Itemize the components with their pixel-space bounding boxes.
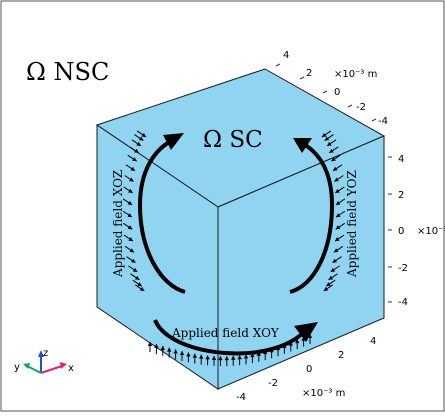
left-field-arrow: [132, 279, 143, 287]
field-xoz-curve: [137, 137, 186, 294]
left-field-arrow: [134, 134, 144, 141]
outer-region-label: Ω NSC: [26, 58, 109, 86]
right-field-arrow: [334, 175, 344, 182]
field-xoy-curve: [153, 319, 306, 356]
left-field-arrow: [127, 154, 137, 162]
bottom-field-arrow: [154, 343, 159, 354]
bottom-field-arrow: [186, 352, 191, 363]
cube-right-face: [217, 135, 385, 390]
left-field-arrow: [130, 273, 140, 281]
triad-z-label: z: [43, 348, 48, 359]
field-xoy-arrowhead: [294, 322, 318, 342]
bottom-field-arrow: [243, 354, 249, 365]
bottom-field-arrow: [205, 355, 210, 366]
triad-x-arrowhead: [60, 362, 67, 369]
triad-y-axis: [26, 365, 42, 374]
right-field-arrow: [330, 265, 340, 273]
right-field-arrow: [335, 186, 345, 194]
left-field-arrow: [123, 222, 133, 230]
bottom-field-arrow: [192, 353, 197, 364]
right-field-arrow: [332, 164, 343, 172]
right-field-arrow: [328, 273, 338, 281]
bottom-field-arrow: [147, 342, 153, 352]
triad-y-label: y: [14, 362, 20, 373]
left-field-arrow: [122, 210, 133, 218]
right-field-arrow: [323, 284, 333, 292]
field-label-xoy: Applied field XOY: [171, 326, 280, 340]
bottom-field-arrow: [237, 355, 242, 366]
triad-z-arrowhead: [38, 350, 44, 357]
left-field-arrow: [129, 146, 139, 154]
right-field-arrow: [335, 210, 346, 218]
axis-tick-marks: [275, 63, 392, 303]
bottom-axis-unit: ×10⁻³ m: [302, 388, 345, 399]
left-field-arrow: [124, 245, 135, 253]
field-label-xoz: Applied field XOZ: [111, 170, 125, 278]
inner-region-label: Ω SC: [203, 127, 263, 153]
top-axis-tick-0: 0: [334, 87, 340, 98]
right-field-arrow: [324, 134, 334, 141]
right-axis-tick-4: 4: [398, 154, 404, 165]
bottom-axis-tick-2: 2: [338, 350, 344, 361]
left-field-arrow: [122, 198, 133, 206]
bottom-field-arrow: [231, 355, 236, 366]
left-field-arrow: [131, 139, 142, 147]
right-field-arrow: [334, 234, 345, 242]
left-field-arrow: [123, 234, 134, 242]
top-axis-tick-m2: -2: [356, 102, 366, 113]
top-axis-tick-m4: -4: [378, 116, 388, 127]
right-field-arrow: [326, 139, 337, 147]
left-field-arrow: [124, 175, 134, 182]
bottom-axis-tick-m2: -2: [268, 378, 278, 389]
top-axis-unit: ×10⁻³ m: [334, 69, 377, 80]
right-field-arrow: [333, 245, 344, 253]
left-field-arrow: [135, 284, 145, 292]
left-face-field-arrows: [122, 130, 147, 292]
right-field-arrow: [335, 222, 345, 230]
triad-y-arrowhead: [23, 363, 30, 369]
bottom-edge-field-arrows: [147, 334, 313, 367]
bottom-field-arrow: [295, 339, 300, 350]
bottom-field-arrow: [224, 356, 229, 367]
top-axis-tick-4: 4: [283, 50, 289, 61]
bottom-field-arrow: [173, 349, 178, 360]
left-field-arrow: [126, 256, 136, 264]
left-field-arrow: [123, 186, 133, 194]
left-field-arrow: [136, 130, 147, 138]
bottom-axis-tick-0: 0: [306, 364, 312, 375]
bottom-field-arrow: [199, 354, 204, 365]
right-field-arrow: [332, 256, 342, 264]
bottom-axis-tick-m4: -4: [236, 392, 246, 403]
bottom-field-arrow: [250, 353, 255, 364]
left-field-arrow: [128, 265, 138, 273]
bottom-field-arrow: [167, 347, 172, 358]
left-field-arrow: [125, 164, 136, 172]
right-field-arrow: [329, 146, 339, 154]
field-yoz-curve: [289, 141, 335, 294]
triad-x-label: x: [68, 363, 74, 374]
bottom-field-arrow: [218, 356, 223, 367]
field-label-yoz: Applied field YOZ: [345, 170, 359, 278]
right-field-arrow: [321, 130, 332, 138]
right-face-field-arrows: [321, 130, 346, 292]
bottom-field-arrow: [160, 345, 165, 356]
right-field-arrow: [331, 154, 341, 162]
bottom-field-arrow: [179, 350, 185, 361]
right-axis-tick-m2: -2: [398, 263, 408, 274]
right-axis-tick-0: 0: [398, 226, 404, 237]
field-yoz-arrowhead: [293, 138, 312, 153]
bottom-field-arrow: [211, 355, 217, 366]
right-axis-unit: ×10⁻³: [417, 226, 445, 237]
bottom-axis-tick-4: 4: [370, 336, 376, 347]
right-axis-tick-m4: -4: [398, 297, 408, 308]
field-xoz-arrowhead: [163, 133, 184, 150]
right-field-arrow: [335, 198, 346, 206]
coordinate-triad: z x y: [14, 348, 74, 374]
right-field-arrow: [325, 279, 336, 287]
right-axis-tick-2: 2: [398, 190, 404, 201]
top-axis-tick-2: 2: [306, 68, 312, 79]
triad-x-axis: [40, 365, 63, 374]
